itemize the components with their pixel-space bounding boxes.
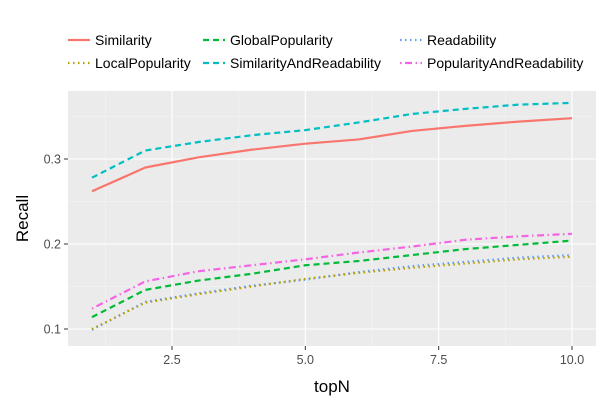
series-line-Similarity bbox=[91, 117, 573, 193]
x-tick-label: 10.0 bbox=[560, 353, 584, 367]
legend-label-SimilarityAndReadability: SimilarityAndReadability bbox=[230, 55, 381, 71]
legend-label-Similarity: Similarity bbox=[95, 32, 152, 48]
series-line-PopularityAndReadability bbox=[91, 232, 573, 310]
series-layer bbox=[91, 101, 573, 331]
grid-major bbox=[68, 91, 596, 346]
y-tick-label: 0.3 bbox=[44, 153, 61, 167]
y-tick-label: 0.1 bbox=[44, 323, 61, 337]
x-axis-title: topN bbox=[314, 377, 350, 396]
legend-label-GlobalPopularity: GlobalPopularity bbox=[230, 32, 333, 48]
grid-minor bbox=[68, 91, 596, 346]
x-tick-label: 2.5 bbox=[163, 353, 180, 367]
plot-panel bbox=[68, 91, 596, 346]
legend-label-Readability: Readability bbox=[427, 32, 496, 48]
x-tick-label: 7.5 bbox=[430, 353, 447, 367]
legend: Similarity GlobalPopularity Readability Loc… bbox=[68, 32, 583, 71]
series-line-LocalPopularity bbox=[91, 255, 573, 330]
x-tick-label: 5.0 bbox=[297, 353, 314, 367]
y-tick-label: 0.2 bbox=[44, 238, 61, 252]
legend-label-LocalPopularity: LocalPopularity bbox=[95, 55, 191, 71]
axes: 2.5 5.0 7.5 10.0 0.1 0.2 0.3 bbox=[44, 153, 585, 368]
y-axis-title: Recall bbox=[13, 195, 32, 242]
legend-label-PopularityAndReadability: PopularityAndReadability bbox=[427, 55, 583, 71]
